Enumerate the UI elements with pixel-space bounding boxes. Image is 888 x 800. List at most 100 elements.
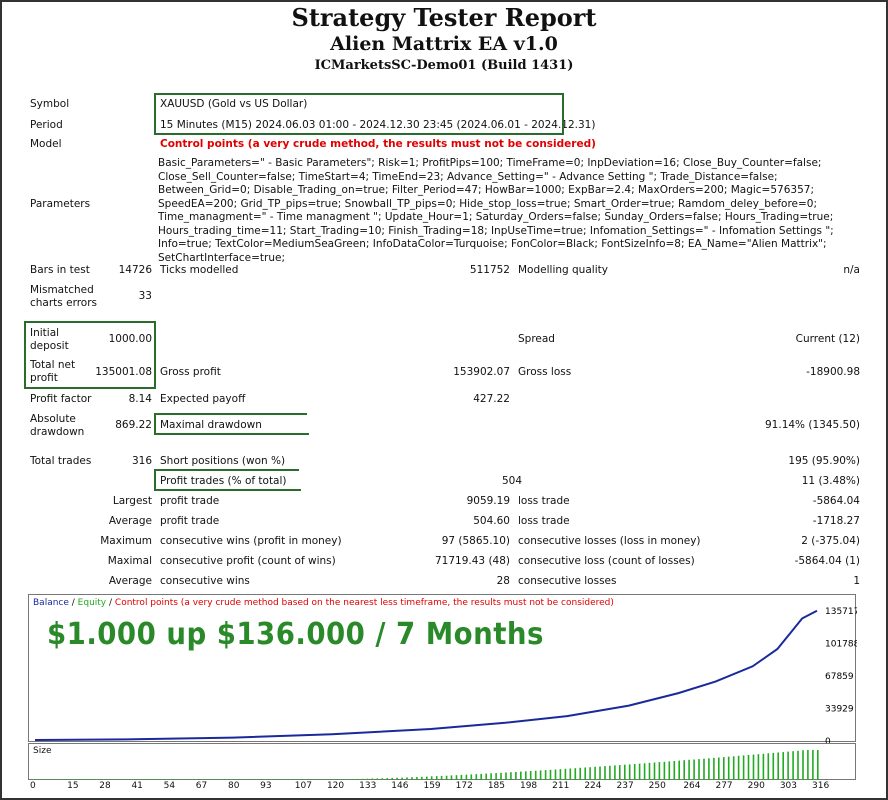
size-bar: [663, 761, 666, 780]
size-bar: [817, 750, 819, 780]
size-bar: [381, 778, 384, 780]
size-bar: [569, 768, 572, 780]
bars-value: 14726: [118, 264, 152, 276]
size-bar: [450, 775, 453, 780]
size-bar: [485, 773, 487, 780]
size-bar: [584, 767, 586, 780]
size-bar: [272, 779, 275, 780]
quality-value: n/a: [843, 264, 860, 276]
size-bar: [317, 779, 319, 780]
netprofit-value: 135001.08: [95, 366, 152, 378]
ticks-value: 511752: [469, 264, 510, 276]
y-tick-label: 135717: [825, 607, 857, 617]
y-tick-label: 0: [825, 737, 831, 743]
absdd-value: 869.22: [115, 419, 152, 431]
average-profit-value: 504.60: [473, 515, 510, 527]
size-bar: [396, 777, 398, 780]
size-bar: [376, 778, 379, 780]
size-bar: [94, 779, 96, 780]
bars-label: Bars in test: [30, 264, 90, 276]
size-bar: [49, 779, 52, 780]
size-bar: [812, 750, 814, 780]
size-bar: [59, 779, 62, 780]
size-bar: [148, 779, 151, 780]
size-bar: [366, 778, 369, 780]
size-bar: [723, 757, 725, 780]
size-bar: [539, 770, 542, 780]
x-tick-label: 0: [30, 781, 36, 791]
largest-label: Largest: [112, 495, 152, 507]
size-bar: [84, 779, 87, 780]
size-bar: [361, 778, 364, 780]
size-bar: [124, 779, 126, 780]
x-tick-label: 277: [715, 781, 733, 791]
overlay-headline: $1.000 up $136.000 / 7 Months: [47, 617, 544, 652]
size-bar: [312, 779, 314, 780]
avg-consec-wins-label: consecutive wins: [160, 575, 250, 587]
size-bar: [440, 775, 443, 780]
y-tick-label: 101788: [825, 639, 857, 649]
size-bar: [287, 779, 289, 780]
size-bar: [134, 779, 136, 780]
size-bar: [619, 765, 621, 780]
size-bar: [426, 776, 428, 780]
size-bar: [341, 779, 344, 780]
pf-value: 8.14: [128, 393, 152, 405]
size-bar: [802, 750, 804, 780]
legend-balance: Balance: [33, 598, 69, 608]
x-tick-label: 41: [131, 781, 143, 791]
size-bar: [668, 761, 671, 780]
grossloss-label: Gross loss: [518, 366, 572, 378]
size-bar: [163, 779, 166, 780]
x-tick-label: 80: [227, 781, 240, 791]
size-bar: [183, 779, 186, 780]
x-tick-label: 120: [326, 781, 345, 791]
size-bar: [430, 776, 433, 780]
size-bar: [223, 779, 225, 780]
size-bar: [643, 763, 646, 780]
size-bar: [302, 779, 304, 780]
max-consec-loss-value: -5864.04 (1): [794, 555, 860, 567]
size-bar: [416, 777, 418, 780]
x-tick-label: 211: [552, 781, 570, 791]
x-tick-label: 237: [616, 781, 634, 791]
x-tick-label: 15: [67, 781, 79, 791]
size-bar: [173, 779, 176, 780]
size-bar: [208, 779, 210, 780]
avg-consec-losses-label: consecutive losses: [518, 575, 617, 587]
size-bar: [782, 752, 784, 780]
maxdd-highlight-top: [154, 413, 307, 415]
size-bar: [74, 779, 77, 780]
size-bar: [604, 766, 606, 780]
size-bar: [89, 779, 91, 780]
x-tick-label: 172: [455, 781, 473, 791]
size-bar: [688, 759, 690, 780]
quality-label: Modelling quality: [518, 264, 608, 276]
size-bar: [99, 779, 101, 780]
x-tick-label: 250: [648, 781, 666, 791]
size-bar: [609, 765, 611, 780]
balance-chart: Balance / Equity / Control points (a ver…: [28, 594, 857, 743]
size-bar: [460, 774, 463, 780]
size-bar: [505, 772, 507, 780]
size-bar: [713, 757, 715, 780]
size-bar: [624, 764, 626, 780]
deposit-label-2: deposit: [30, 340, 69, 352]
size-bar: [104, 779, 106, 780]
size-bar: [718, 757, 720, 780]
deposit-profit-highlight-box: [24, 321, 156, 389]
size-bar: [213, 779, 215, 780]
profit-trades-highlight-top: [154, 469, 299, 471]
size-bar: [346, 779, 349, 780]
server-build: ICMarketsSC-Demo01 (Build 1431): [314, 58, 574, 73]
mismatch-label-2: charts errors: [30, 297, 97, 309]
size-bar: [658, 762, 661, 780]
legend-equity: Equity: [77, 598, 107, 608]
parameters-value: Basic_Parameters=" - Basic Parameters"; …: [158, 157, 834, 264]
size-bar: [772, 752, 775, 780]
size-bar: [421, 776, 423, 780]
size-bar: [277, 779, 280, 780]
size-bar: [39, 779, 42, 780]
size-bar: [465, 774, 468, 780]
